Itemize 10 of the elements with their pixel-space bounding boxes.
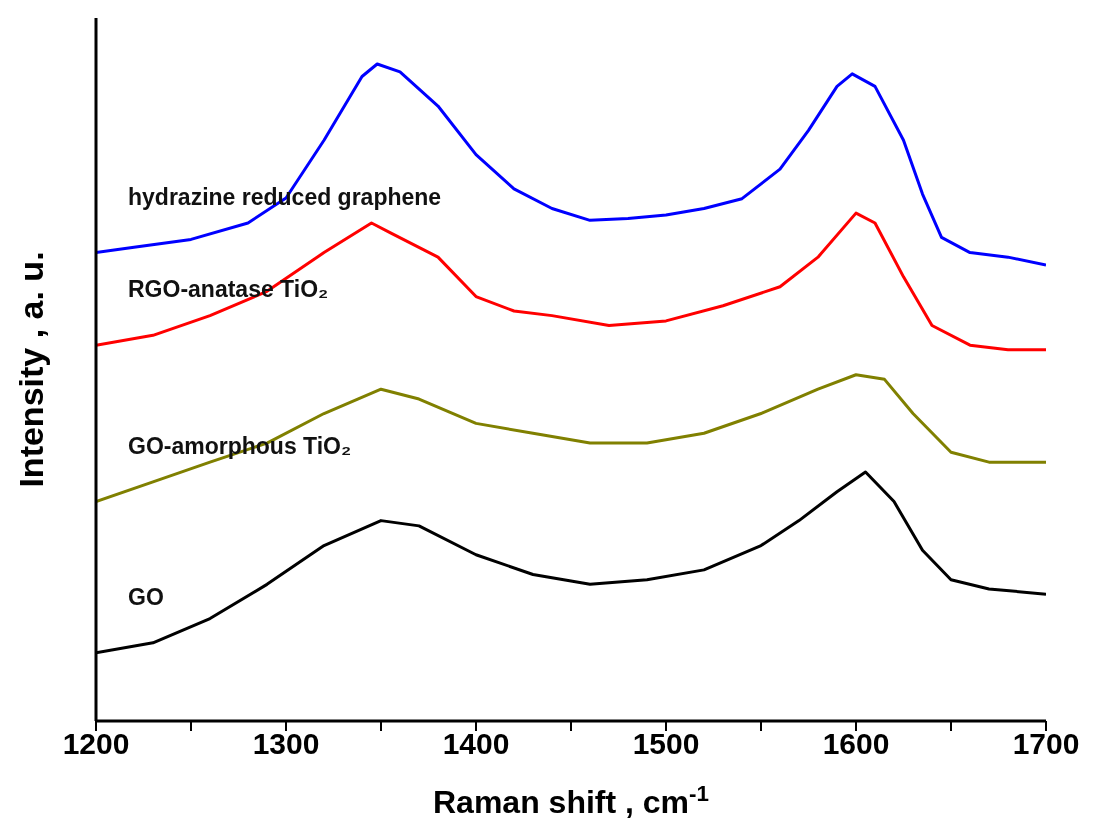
x-tick-label: 1500	[632, 727, 700, 761]
y-axis-title: Intensity , a. u.	[12, 251, 50, 488]
series-label: GO	[128, 583, 164, 610]
x-tick-label: 1300	[252, 727, 320, 761]
series-label: RGO-anatase TiO₂	[128, 276, 329, 303]
x-axis-title: Raman shift , cm$^{-1}$	[433, 780, 709, 820]
x-tick-label: 1600	[822, 727, 890, 761]
x-tick-label: 1400	[442, 727, 510, 761]
x-tick-label: 1700	[1012, 727, 1080, 761]
x-tick-label: 1200	[62, 727, 130, 761]
